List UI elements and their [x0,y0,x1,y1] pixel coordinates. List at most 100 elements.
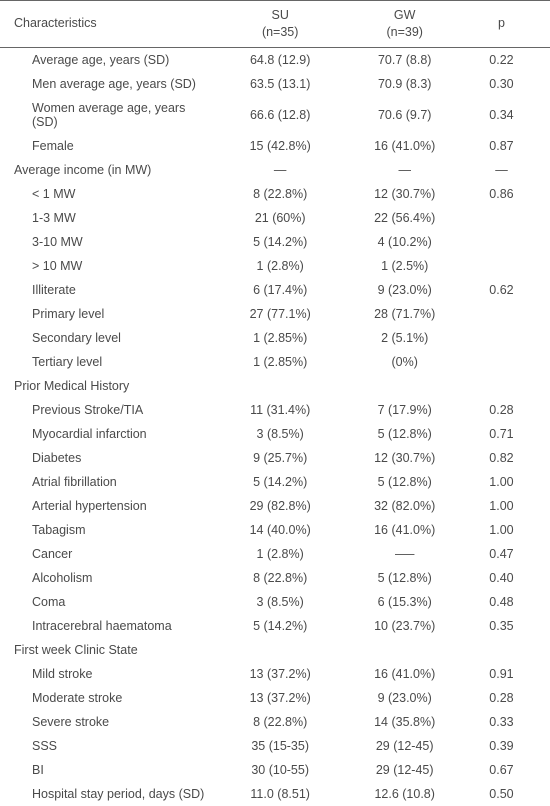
row-label: Tertiary level [0,350,218,374]
header-gw-line2: (n=39) [386,25,422,39]
row-p-value: 0.33 [467,710,550,734]
table-row: Diabetes9 (25.7%)12 (30.7%)0.82 [0,446,550,470]
header-characteristics: Characteristics [0,1,218,48]
row-su-value: 1 (2.8%) [218,254,343,278]
table-row: 3-10 MW5 (14.2%)4 (10.2%) [0,230,550,254]
row-p-value: 0.28 [467,686,550,710]
table-row: Alcoholism8 (22.8%)5 (12.8%)0.40 [0,566,550,590]
row-gw-value: 32 (82.0%) [342,494,467,518]
row-label: Alcoholism [0,566,218,590]
row-label: Myocardial infarction [0,422,218,446]
table-row: Primary level27 (77.1%)28 (71.7%) [0,302,550,326]
row-p-value: 0.48 [467,590,550,614]
row-gw-value: (0%) [342,350,467,374]
row-label: Men average age, years (SD) [0,72,218,96]
row-su-value [218,374,343,398]
row-p-value: 0.71 [467,422,550,446]
row-gw-value: 14 (35.8%) [342,710,467,734]
row-p-value [467,206,550,230]
row-p-value [467,374,550,398]
table-row: Mild stroke13 (37.2%)16 (41.0%)0.91 [0,662,550,686]
row-su-value: 8 (22.8%) [218,710,343,734]
table-row: Secondary level1 (2.85%)2 (5.1%) [0,326,550,350]
row-gw-value: 12 (30.7%) [342,446,467,470]
row-label: Primary level [0,302,218,326]
table-row: Men average age, years (SD)63.5 (13.1)70… [0,72,550,96]
table-header-row: Characteristics SU (n=35) GW (n=39) p [0,1,550,48]
row-su-value: 1 (2.85%) [218,326,343,350]
table-row: Women average age, years (SD)66.6 (12.8)… [0,96,550,134]
row-su-value: 5 (14.2%) [218,230,343,254]
row-su-value: 3 (8.5%) [218,422,343,446]
row-su-value: 27 (77.1%) [218,302,343,326]
row-label: Coma [0,590,218,614]
row-label: Previous Stroke/TIA [0,398,218,422]
row-su-value: 29 (82.8%) [218,494,343,518]
row-gw-value: 70.7 (8.8) [342,47,467,72]
row-label: Tabagism [0,518,218,542]
table-row: Illiterate6 (17.4%)9 (23.0%)0.62 [0,278,550,302]
row-su-value: 66.6 (12.8) [218,96,343,134]
row-su-value [218,638,343,662]
row-p-value: 1.00 [467,494,550,518]
row-label: First week Clinic State [0,638,218,662]
row-label: 3-10 MW [0,230,218,254]
row-su-value: 5 (14.2%) [218,470,343,494]
header-su: SU (n=35) [218,1,343,48]
row-p-value [467,254,550,278]
row-gw-value [342,638,467,662]
row-gw-value: 29 (12-45) [342,758,467,782]
row-gw-value: 5 (12.8%) [342,422,467,446]
row-label: Atrial fibrillation [0,470,218,494]
row-p-value: — [467,158,550,182]
row-p-value: 0.82 [467,446,550,470]
row-label: Average age, years (SD) [0,47,218,72]
table-row: BI30 (10-55)29 (12-45)0.67 [0,758,550,782]
table-row: Cancer1 (2.8%)—–0.47 [0,542,550,566]
row-su-value: 14 (40.0%) [218,518,343,542]
row-su-value: 30 (10-55) [218,758,343,782]
row-gw-value: 9 (23.0%) [342,278,467,302]
row-label: Women average age, years (SD) [0,96,218,134]
row-label: Mild stroke [0,662,218,686]
header-su-line1: SU [271,8,288,22]
row-p-value: 0.87 [467,134,550,158]
row-label: 1-3 MW [0,206,218,230]
table-row: SSS35 (15-35)29 (12-45)0.39 [0,734,550,758]
row-gw-value: 1 (2.5%) [342,254,467,278]
row-su-value: 9 (25.7%) [218,446,343,470]
row-su-value: 15 (42.8%) [218,134,343,158]
row-su-value: — [218,158,343,182]
table-row: Severe stroke8 (22.8%)14 (35.8%)0.33 [0,710,550,734]
row-gw-value: 2 (5.1%) [342,326,467,350]
row-p-value: 0.22 [467,47,550,72]
row-p-value: 1.00 [467,518,550,542]
row-gw-value: 29 (12-45) [342,734,467,758]
row-label: Prior Medical History [0,374,218,398]
row-gw-value: 12 (30.7%) [342,182,467,206]
row-p-value: 0.91 [467,662,550,686]
row-su-value: 3 (8.5%) [218,590,343,614]
row-label: Moderate stroke [0,686,218,710]
row-su-value: 64.8 (12.9) [218,47,343,72]
row-su-value: 6 (17.4%) [218,278,343,302]
row-gw-value: 70.6 (9.7) [342,96,467,134]
row-gw-value: 10 (23.7%) [342,614,467,638]
table-row: > 10 MW1 (2.8%)1 (2.5%) [0,254,550,278]
table-row: 1-3 MW21 (60%)22 (56.4%) [0,206,550,230]
table-row: Prior Medical History [0,374,550,398]
row-gw-value: 7 (17.9%) [342,398,467,422]
header-gw-line1: GW [394,8,416,22]
row-gw-value: 70.9 (8.3) [342,72,467,96]
row-su-value: 11 (31.4%) [218,398,343,422]
row-gw-value: 22 (56.4%) [342,206,467,230]
row-su-value: 13 (37.2%) [218,686,343,710]
row-p-value: 0.30 [467,72,550,96]
row-p-value: 0.47 [467,542,550,566]
row-su-value: 13 (37.2%) [218,662,343,686]
row-label: < 1 MW [0,182,218,206]
row-su-value: 8 (22.8%) [218,182,343,206]
row-p-value: 0.34 [467,96,550,134]
row-su-value: 63.5 (13.1) [218,72,343,96]
row-p-value [467,350,550,374]
